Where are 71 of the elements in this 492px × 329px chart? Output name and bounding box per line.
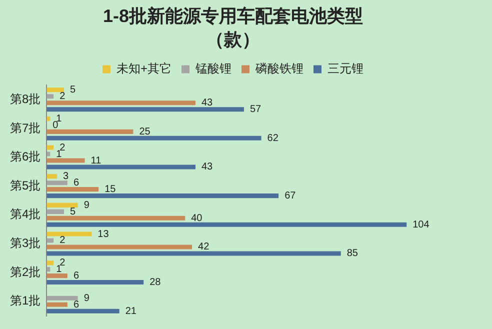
bar: [46, 222, 407, 227]
data-label: 2: [60, 258, 66, 269]
chart-subtitle: （款）: [206, 29, 260, 50]
legend-label: 未知+其它: [116, 62, 172, 76]
data-label: 6: [73, 299, 80, 310]
bar: [46, 107, 244, 112]
data-label: 40: [191, 212, 203, 224]
data-label: 3: [63, 171, 70, 182]
data-label: 43: [202, 98, 214, 109]
data-label: 67: [284, 190, 296, 202]
bar: [46, 251, 341, 256]
chart-title: 1-8批新能源专用车配套电池类型: [102, 6, 364, 26]
data-label: 104: [412, 219, 430, 230]
data-label: 11: [90, 155, 102, 166]
bar: [46, 136, 262, 140]
y-tick-label: 第4批: [10, 207, 41, 222]
legend-label: 锰酸锂: [194, 62, 232, 76]
data-label: 5: [70, 206, 76, 218]
bar: [46, 296, 78, 300]
y-tick-label: 第8批: [10, 92, 41, 106]
bar: [46, 187, 99, 192]
bar: [46, 174, 58, 179]
data-label: 9: [84, 200, 90, 211]
data-label: 43: [202, 162, 214, 173]
y-tick-label: 第6批: [10, 150, 41, 164]
bar: [46, 216, 186, 220]
bar: [46, 100, 196, 106]
bar: [46, 94, 54, 99]
bar: [46, 274, 68, 278]
data-label: 6: [73, 178, 80, 189]
data-label: 85: [346, 248, 358, 260]
y-tick-label: 第3批: [10, 236, 41, 250]
data-label: 0: [52, 120, 59, 131]
data-label: 28: [150, 277, 162, 288]
y-tick-label: 第5批: [10, 178, 41, 192]
data-label: 21: [125, 306, 137, 317]
data-label: 42: [198, 242, 210, 253]
bar: [46, 88, 64, 92]
bar: [46, 244, 192, 250]
data-label: 57: [250, 104, 262, 116]
data-label: 15: [104, 184, 116, 196]
bar: [46, 129, 134, 134]
data-label: 9: [84, 292, 90, 304]
y-tick-label: 第7批: [10, 120, 41, 135]
legend-label: 三元锂: [328, 62, 364, 76]
y-tick-label: 第1批: [10, 294, 41, 308]
bar: [46, 260, 54, 266]
bar: [46, 280, 144, 285]
data-label: 1: [56, 264, 62, 276]
data-label: 13: [98, 228, 110, 240]
bar: [46, 202, 78, 208]
bar: [46, 308, 120, 314]
bar: [46, 180, 68, 186]
bar: [46, 145, 54, 150]
data-label: 62: [267, 132, 279, 144]
bar: [46, 232, 92, 236]
bar: [46, 158, 85, 163]
bar: [46, 194, 279, 198]
bar: [46, 302, 68, 307]
y-tick-label: 第2批: [10, 264, 41, 279]
bar: [46, 164, 196, 170]
bar: [46, 209, 64, 214]
data-label: 2: [60, 91, 66, 102]
data-label: 2: [60, 235, 66, 246]
legend-label: 磷酸铁锂: [254, 62, 304, 76]
data-label: 25: [139, 126, 151, 138]
data-label: 2: [60, 142, 66, 154]
bar: [46, 152, 50, 156]
bar: [46, 238, 54, 243]
data-label: 5: [70, 84, 76, 96]
data-label: 6: [73, 270, 80, 282]
